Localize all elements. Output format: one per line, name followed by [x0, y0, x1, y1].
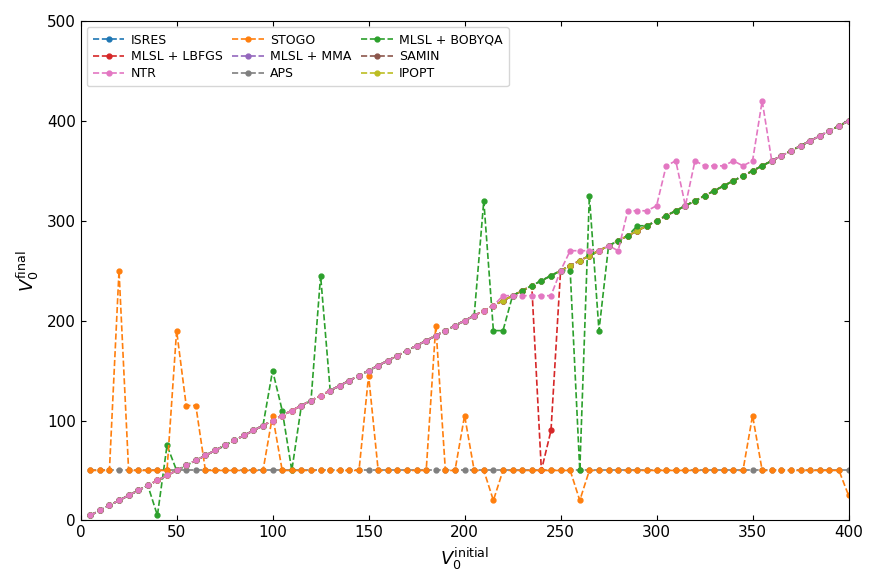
NTR [536, 292, 546, 299]
MLSL + LBFGS [602, 242, 613, 249]
APS [602, 467, 613, 474]
STOGO [842, 492, 852, 499]
STOGO [593, 467, 603, 474]
MLSL + MMA [85, 512, 96, 519]
MLSL + MMA [602, 242, 613, 249]
MLSL + BOBYQA [536, 277, 546, 284]
Line: APS: APS [88, 468, 850, 473]
IPOPT [574, 257, 584, 264]
NTR [756, 97, 766, 104]
MLSL + MMA [536, 277, 546, 284]
ISRES [842, 117, 852, 124]
MLSL + LBFGS [756, 162, 766, 169]
Line: MLSL + BOBYQA: MLSL + BOBYQA [88, 119, 850, 518]
Line: IPOPT: IPOPT [88, 119, 850, 518]
Line: MLSL + MMA: MLSL + MMA [88, 119, 850, 518]
APS [756, 467, 766, 474]
MLSL + BOBYQA [602, 242, 613, 249]
IPOPT [420, 337, 431, 344]
STOGO [622, 467, 632, 474]
MLSL + BOBYQA [545, 272, 556, 279]
IPOPT [842, 117, 852, 124]
IPOPT [602, 242, 613, 249]
ISRES [420, 337, 431, 344]
NTR [545, 292, 556, 299]
APS [574, 467, 584, 474]
X-axis label: $V_0^{\mathrm{initial}}$: $V_0^{\mathrm{initial}}$ [439, 546, 488, 572]
STOGO [564, 467, 574, 474]
MLSL + LBFGS [842, 117, 852, 124]
MLSL + MMA [574, 257, 584, 264]
MLSL + MMA [420, 337, 431, 344]
MLSL + BOBYQA [420, 337, 431, 344]
SAMIN [842, 117, 852, 124]
NTR [766, 157, 776, 164]
MLSL + LBFGS [574, 257, 584, 264]
MLSL + MMA [756, 162, 766, 169]
MLSL + MMA [842, 117, 852, 124]
Legend: ISRES, MLSL + LBFGS, NTR, STOGO, MLSL + MMA, APS, MLSL + BOBYQA, SAMIN, IPOPT: ISRES, MLSL + LBFGS, NTR, STOGO, MLSL + … [87, 27, 508, 86]
IPOPT [536, 277, 546, 284]
SAMIN [85, 512, 96, 519]
IPOPT [756, 162, 766, 169]
NTR [420, 337, 431, 344]
Y-axis label: $V_0^{\mathrm{final}}$: $V_0^{\mathrm{final}}$ [15, 250, 41, 292]
ISRES [574, 257, 584, 264]
APS [536, 467, 546, 474]
SAMIN [602, 242, 613, 249]
MLSL + LBFGS [420, 337, 431, 344]
MLSL + BOBYQA [756, 162, 766, 169]
IPOPT [545, 272, 556, 279]
APS [842, 467, 852, 474]
ISRES [756, 162, 766, 169]
Line: NTR: NTR [88, 99, 850, 518]
MLSL + LBFGS [85, 512, 96, 519]
MLSL + MMA [545, 272, 556, 279]
STOGO [85, 467, 96, 474]
STOGO [775, 467, 786, 474]
MLSL + LBFGS [545, 427, 556, 434]
SAMIN [545, 272, 556, 279]
STOGO [488, 497, 498, 504]
NTR [602, 242, 613, 249]
ISRES [602, 242, 613, 249]
MLSL + BOBYQA [574, 467, 584, 474]
MLSL + BOBYQA [842, 117, 852, 124]
STOGO [430, 322, 440, 329]
ISRES [536, 277, 546, 284]
STOGO [554, 467, 565, 474]
NTR [85, 512, 96, 519]
APS [85, 467, 96, 474]
NTR [842, 117, 852, 124]
Line: ISRES: ISRES [88, 119, 850, 518]
Line: STOGO: STOGO [88, 268, 850, 503]
APS [545, 467, 556, 474]
SAMIN [756, 162, 766, 169]
Line: MLSL + LBFGS: MLSL + LBFGS [88, 119, 850, 518]
MLSL + BOBYQA [85, 512, 96, 519]
APS [420, 467, 431, 474]
SAMIN [420, 337, 431, 344]
Line: SAMIN: SAMIN [88, 119, 850, 518]
ISRES [545, 272, 556, 279]
ISRES [85, 512, 96, 519]
STOGO [114, 267, 125, 274]
SAMIN [536, 277, 546, 284]
SAMIN [574, 257, 584, 264]
IPOPT [85, 512, 96, 519]
NTR [574, 247, 584, 254]
MLSL + LBFGS [536, 467, 546, 474]
